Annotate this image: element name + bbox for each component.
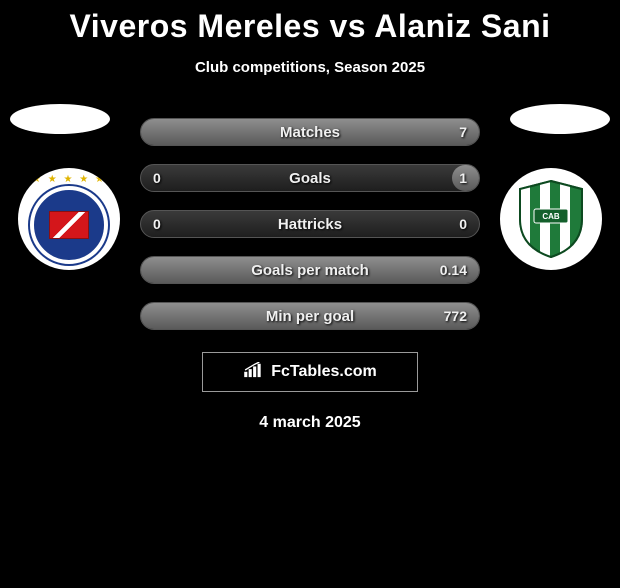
stat-label: Hattricks [278,216,342,233]
svg-text:CAB: CAB [542,212,560,221]
badge-flag-icon [49,211,89,239]
stat-value-right: 772 [444,308,467,324]
stat-value-right: 0.14 [440,262,467,278]
brand-box: FcTables.com [202,352,418,392]
stat-label: Matches [280,124,340,141]
stat-label: Goals [289,170,331,187]
stat-bar: Min per goal 772 [140,302,480,330]
stat-value-left: 0 [153,170,161,186]
stat-label: Goals per match [251,262,369,279]
stat-bar: Goals per match 0.14 [140,256,480,284]
stat-value-right: 1 [459,170,467,186]
club-badge-left: ★ ★ ★ ★ ★ [18,168,120,270]
badge-stars-icon: ★ ★ ★ ★ ★ [18,174,120,185]
stat-bar: 0 Goals 1 [140,164,480,192]
stat-bars: Matches 7 0 Goals 1 0 Hattricks 0 Goals per matc… [140,118,480,330]
stat-bar: 0 Hattricks 0 [140,210,480,238]
player-right-avatar [510,104,610,134]
stat-value-right: 0 [459,216,467,232]
brand-text: FcTables.com [271,363,377,381]
stat-value-right: 7 [459,124,467,140]
shield-icon: CAB [516,179,586,259]
stat-bar: Matches 7 [140,118,480,146]
stat-label: Min per goal [266,308,354,325]
comparison-area: ★ ★ ★ ★ ★ CAB Matches70Goal [0,118,620,330]
badge-inner-circle [30,186,108,264]
page-subtitle: Club competitions, Season 2025 [0,59,620,76]
player-left-avatar [10,104,110,134]
brand-chart-icon [243,362,265,383]
page-title: Viveros Mereles vs Alaniz Sani [0,8,620,45]
footer-date: 4 march 2025 [0,414,620,432]
club-badge-right: CAB [500,168,602,270]
stat-value-left: 0 [153,216,161,232]
